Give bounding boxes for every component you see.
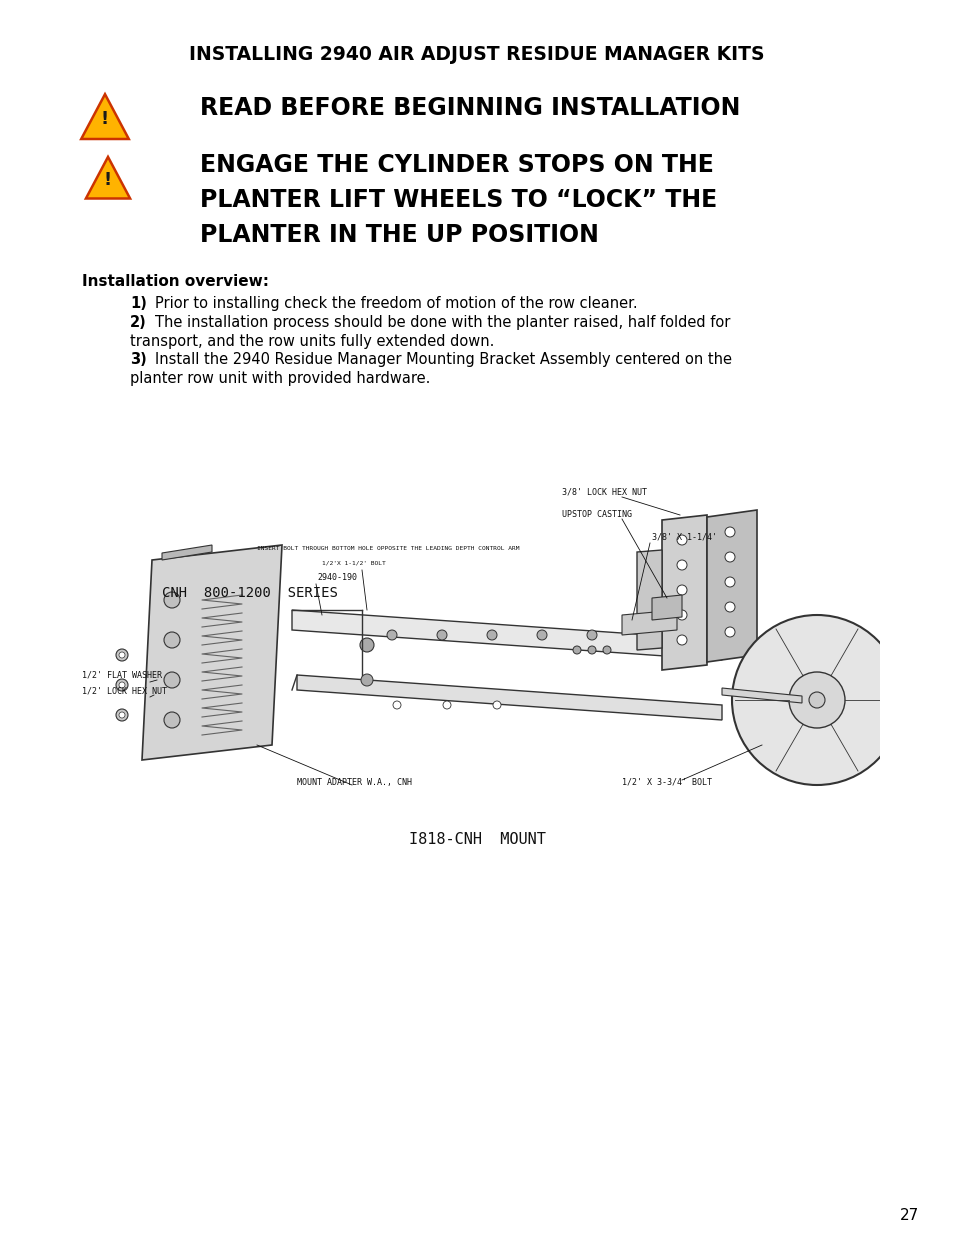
Polygon shape	[142, 545, 282, 760]
Circle shape	[387, 630, 396, 640]
Polygon shape	[651, 595, 681, 620]
Circle shape	[808, 692, 824, 708]
Circle shape	[442, 701, 451, 709]
Circle shape	[164, 672, 180, 688]
Circle shape	[164, 632, 180, 648]
Circle shape	[677, 535, 686, 545]
Text: INSERT BOLT THROUGH BOTTOM HOLE OPPOSITE THE LEADING DEPTH CONTROL ARM: INSERT BOLT THROUGH BOTTOM HOLE OPPOSITE…	[256, 546, 519, 551]
Text: 2): 2)	[130, 315, 147, 330]
Text: MOUNT ADAPTER W.A., CNH: MOUNT ADAPTER W.A., CNH	[296, 778, 412, 787]
Circle shape	[493, 701, 500, 709]
Text: 1/2' FLAT WASHER: 1/2' FLAT WASHER	[82, 671, 162, 680]
Text: Prior to installing check the freedom of motion of the row cleaner.: Prior to installing check the freedom of…	[154, 296, 637, 311]
Text: planter row unit with provided hardware.: planter row unit with provided hardware.	[130, 370, 430, 387]
Text: 1/2' X 3-3/4' BOLT: 1/2' X 3-3/4' BOLT	[621, 778, 711, 787]
Text: 1/2'X 1-1/2' BOLT: 1/2'X 1-1/2' BOLT	[322, 561, 385, 566]
Polygon shape	[296, 676, 721, 720]
Circle shape	[119, 682, 125, 688]
Text: The installation process should be done with the planter raised, half folded for: The installation process should be done …	[154, 315, 730, 330]
Circle shape	[724, 601, 734, 613]
Circle shape	[164, 713, 180, 727]
Circle shape	[436, 630, 447, 640]
Polygon shape	[721, 688, 801, 703]
Circle shape	[724, 627, 734, 637]
Polygon shape	[81, 94, 129, 140]
Circle shape	[677, 559, 686, 571]
Text: PLANTER LIFT WHEELS TO “LOCK” THE: PLANTER LIFT WHEELS TO “LOCK” THE	[200, 188, 717, 212]
Circle shape	[486, 630, 497, 640]
Text: Installation overview:: Installation overview:	[82, 274, 269, 289]
Circle shape	[393, 701, 400, 709]
Text: READ BEFORE BEGINNING INSTALLATION: READ BEFORE BEGINNING INSTALLATION	[200, 96, 740, 120]
Circle shape	[119, 652, 125, 658]
Polygon shape	[621, 610, 677, 635]
Circle shape	[573, 646, 580, 655]
Text: INSTALLING 2940 AIR ADJUST RESIDUE MANAGER KITS: INSTALLING 2940 AIR ADJUST RESIDUE MANAG…	[189, 46, 764, 64]
Polygon shape	[637, 550, 661, 650]
Text: !: !	[104, 172, 112, 189]
Text: 1/2' LOCK HEX NUT: 1/2' LOCK HEX NUT	[82, 687, 167, 697]
Circle shape	[724, 577, 734, 587]
Text: ENGAGE THE CYLINDER STOPS ON THE: ENGAGE THE CYLINDER STOPS ON THE	[200, 153, 713, 177]
Text: 3/8' LOCK HEX NUT: 3/8' LOCK HEX NUT	[561, 488, 646, 496]
Text: CNH  800-1200  SERIES: CNH 800-1200 SERIES	[162, 585, 337, 600]
Circle shape	[677, 610, 686, 620]
Polygon shape	[706, 510, 757, 662]
Circle shape	[164, 592, 180, 608]
Circle shape	[677, 635, 686, 645]
Text: I818-CNH  MOUNT: I818-CNH MOUNT	[408, 832, 545, 847]
Circle shape	[360, 674, 373, 685]
Text: 27: 27	[900, 1208, 919, 1223]
Circle shape	[119, 713, 125, 718]
Polygon shape	[86, 157, 130, 199]
Polygon shape	[292, 610, 721, 659]
Text: !: !	[101, 110, 109, 128]
Circle shape	[587, 646, 596, 655]
Circle shape	[788, 672, 844, 727]
Text: Install the 2940 Residue Manager Mounting Bracket Assembly centered on the: Install the 2940 Residue Manager Mountin…	[154, 352, 731, 367]
Circle shape	[586, 630, 597, 640]
Circle shape	[116, 650, 128, 661]
Text: PLANTER IN THE UP POSITION: PLANTER IN THE UP POSITION	[200, 224, 598, 247]
Text: 3): 3)	[130, 352, 147, 367]
Text: UPSTOP CASTING: UPSTOP CASTING	[561, 510, 631, 519]
Circle shape	[359, 638, 374, 652]
Circle shape	[116, 709, 128, 721]
Polygon shape	[661, 515, 706, 671]
Polygon shape	[162, 545, 212, 559]
Text: 3/8' X 1-1/4': 3/8' X 1-1/4'	[651, 534, 717, 542]
Text: 2940-190: 2940-190	[316, 573, 356, 582]
Text: transport, and the row units fully extended down.: transport, and the row units fully exten…	[130, 333, 494, 350]
Circle shape	[602, 646, 610, 655]
Circle shape	[731, 615, 901, 785]
Circle shape	[116, 679, 128, 692]
Text: 1): 1)	[130, 296, 147, 311]
Circle shape	[677, 585, 686, 595]
Circle shape	[724, 552, 734, 562]
Circle shape	[537, 630, 546, 640]
Circle shape	[724, 527, 734, 537]
